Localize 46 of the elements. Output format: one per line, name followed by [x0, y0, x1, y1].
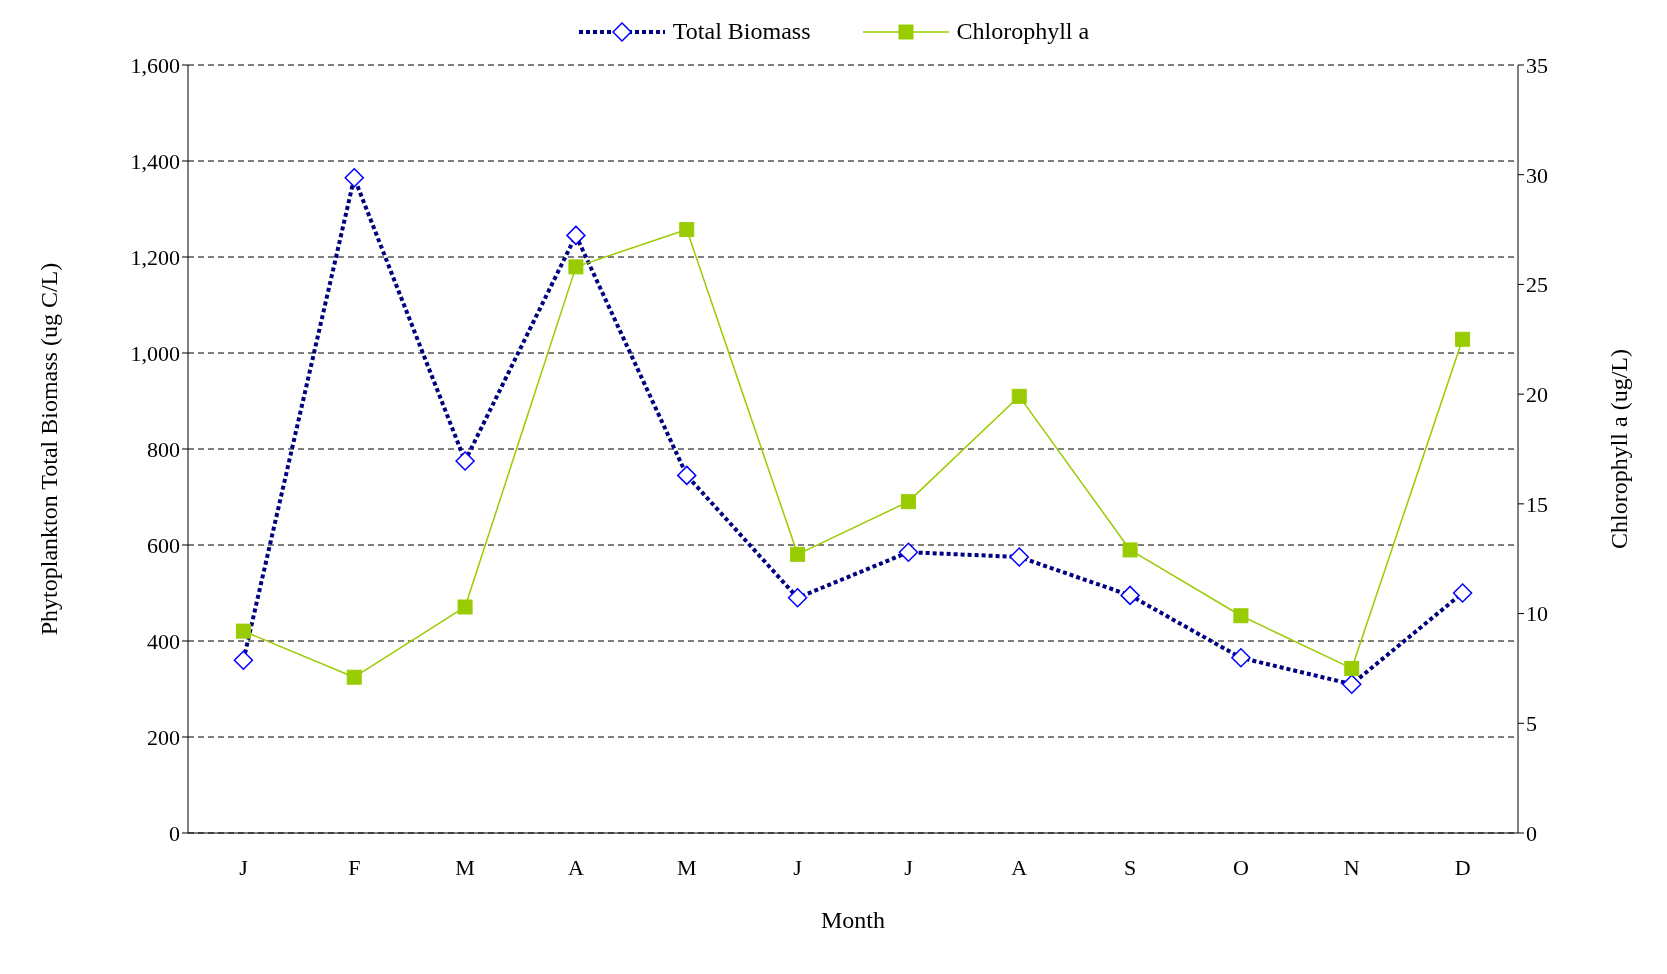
- y2-tick-label: 15: [1526, 491, 1548, 517]
- x-tick-label: D: [1454, 854, 1471, 880]
- point: [679, 222, 695, 238]
- y2-tick-label: 35: [1526, 52, 1548, 78]
- point: [900, 494, 916, 510]
- y-tick-label: 1,600: [130, 52, 180, 78]
- y-tick-label: 0: [169, 820, 180, 846]
- x-tick-label: A: [1011, 854, 1028, 880]
- x-tick-label: M: [676, 854, 697, 880]
- x-tick-label: A: [567, 854, 584, 880]
- x-tick-label: N: [1343, 854, 1360, 880]
- y2-tick-label: 25: [1526, 272, 1548, 298]
- x-tick-label: O: [1232, 854, 1249, 880]
- y2-axis-title: Chlorophyll a (ug/L): [1605, 349, 1632, 549]
- y2-tick-label: 10: [1526, 601, 1548, 627]
- x-tick-label: M: [455, 854, 475, 880]
- point: [457, 599, 473, 615]
- x-tick-label: S: [1123, 854, 1137, 880]
- y-tick-label: 1,000: [130, 340, 180, 366]
- point: [1011, 388, 1027, 404]
- x-tick-label: F: [348, 854, 361, 880]
- point: [1122, 542, 1138, 558]
- y-tick-label: 800: [147, 436, 180, 462]
- point: [235, 623, 251, 639]
- point: [1344, 660, 1360, 676]
- y-tick-label: 600: [147, 532, 180, 558]
- y2-tick-label: 5: [1526, 711, 1537, 737]
- x-axis-title: Month: [820, 907, 886, 933]
- y2-tick-label: 20: [1526, 381, 1548, 407]
- y2-tick-label: 30: [1526, 162, 1548, 188]
- x-tick-label: J: [239, 854, 249, 880]
- y-axis-title: Phytoplankton Total Biomass (ug C/L): [35, 262, 62, 636]
- point: [1455, 331, 1471, 347]
- point: [346, 669, 362, 685]
- point: [568, 259, 584, 275]
- legend-label: Chlorophyll a: [955, 18, 1090, 45]
- y-tick-label: 400: [147, 628, 180, 654]
- y2-tick-label: 0: [1526, 820, 1537, 846]
- y-tick-label: 200: [147, 724, 180, 750]
- y-tick-label: 1,400: [130, 148, 180, 174]
- point: [1233, 608, 1249, 624]
- legend-label: Total Biomass: [671, 18, 811, 45]
- x-tick-label: J: [793, 854, 803, 880]
- y-tick-label: 1,200: [130, 244, 180, 270]
- x-tick-label: J: [904, 854, 914, 880]
- point: [790, 546, 806, 562]
